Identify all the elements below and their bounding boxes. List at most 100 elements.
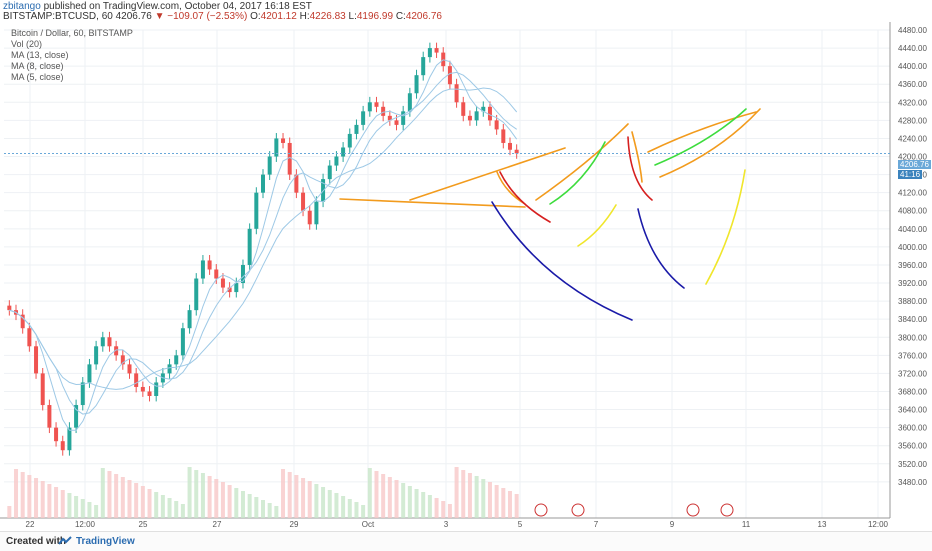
orange-arc-2 [631,131,643,183]
volume-bar [447,504,452,518]
volume-bar [287,472,292,518]
volume-bar [107,471,112,518]
volume-bar [127,480,132,518]
event-flag-icon [534,503,548,517]
orange-arc-1 [535,123,629,201]
candle-body [154,382,159,396]
candle-body [294,174,299,193]
candle-body [134,373,139,387]
y-tick-label: 3640.00 [898,406,927,415]
o-value: 4201.12 [260,11,297,22]
volume-bar [134,483,139,518]
candle-body [514,149,519,154]
ma5-legend: MA (5, close) [11,72,64,82]
candle-body [20,314,25,329]
volume-bar [234,488,239,518]
candle-body [94,346,99,365]
y-tick-label: 4480.00 [898,26,927,35]
volume-bar [474,476,479,518]
volume-bar [54,487,59,518]
o-label: O: [250,11,261,22]
green-arc-2 [654,108,747,166]
candle-body [427,48,432,58]
candle-body [187,310,192,329]
x-tick-label: 9 [670,520,675,529]
candle-body [34,346,39,374]
x-tick-label: 22 [26,520,35,529]
candle-body [461,102,466,116]
volume-bar [294,475,299,518]
volume-bar [240,491,245,518]
y-tick-label: 3560.00 [898,442,927,451]
candle-body [147,391,152,396]
volume-bar [120,477,125,518]
y-tick-label: 3720.00 [898,369,927,378]
candle-body [374,102,379,107]
top-bar: zbitango published on TradingView.com, O… [0,0,932,22]
y-tick-label: 3480.00 [898,478,927,487]
tradingview-logo-icon [58,536,72,545]
volume-bar [174,501,179,518]
candle-body [260,174,266,193]
author-link[interactable]: zbitango [3,1,41,12]
candle-body [120,355,125,365]
candle-body [60,441,65,451]
candle-body [7,305,12,311]
h-value: 4226.83 [309,11,346,22]
candle-body [220,278,225,288]
volume-bar [14,469,19,518]
candle-body [327,165,332,180]
volume-bar [27,475,32,518]
last-price: 4206.76 [115,11,152,22]
candle-body [354,124,359,134]
candle-body [254,192,259,229]
candle-body [494,120,499,130]
red-arc-2 [627,136,653,201]
volume-bar [267,503,272,518]
volume-bar [214,479,219,518]
volume-bar [47,484,52,518]
x-tick-label: 7 [594,520,599,529]
price-chart[interactable]: 3480.00 3520.00 3560.00 3600.00 3640.00 3680.… [0,22,932,531]
volume-bar [501,488,506,518]
candle-body [401,111,406,125]
volume-bar [387,477,392,518]
candle-body [167,364,172,374]
candle-body [214,269,219,279]
candle-body [180,328,185,356]
volume-bar [514,494,519,518]
candle-body [47,405,52,428]
volume-bar [114,474,119,518]
x-tick-label: 27 [213,520,222,529]
candle-body [87,364,92,383]
volume-bar [87,502,92,518]
x-tick-label: 11 [742,520,751,529]
candle-body [27,328,32,347]
candle-body [454,84,459,103]
volume-bar [301,478,306,518]
volume-bar [260,500,266,518]
volume-bar [334,493,339,518]
c-label: C: [395,11,406,22]
y-tick-label: 3920.00 [898,279,927,288]
volume-bar [67,493,72,518]
candle-body [207,260,212,270]
vol-legend: Vol (20) [11,39,43,49]
volume-bar [427,495,432,518]
volume-bar [494,485,499,518]
candle-body [40,373,45,406]
green-arc-1 [549,141,606,205]
volume-bar [487,482,492,518]
candle-body [67,427,72,451]
volume-bar [180,504,185,518]
volume-bar [140,486,145,518]
candle-body [421,57,426,76]
candle-body [281,138,286,143]
x-tick-label: 12:00 [868,520,889,529]
ma8-legend: MA (8, close) [11,61,64,71]
y-tick-label: 3680.00 [898,387,927,396]
candle-body [387,115,392,121]
c-value: 4206.76 [405,11,442,22]
volume-bar [327,490,332,518]
tradingview-link[interactable]: TradingView [76,536,135,547]
